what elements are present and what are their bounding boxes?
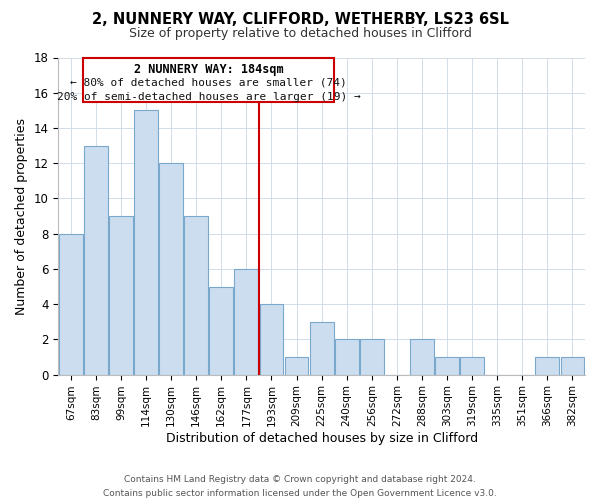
Bar <box>335 340 359 374</box>
Bar <box>360 340 384 374</box>
Bar <box>209 286 233 374</box>
Bar <box>535 357 559 374</box>
Text: 2 NUNNERY WAY: 184sqm: 2 NUNNERY WAY: 184sqm <box>134 63 284 76</box>
Bar <box>109 216 133 374</box>
Bar <box>284 357 308 374</box>
Text: 2, NUNNERY WAY, CLIFFORD, WETHERBY, LS23 6SL: 2, NUNNERY WAY, CLIFFORD, WETHERBY, LS23… <box>91 12 509 28</box>
Text: Contains HM Land Registry data © Crown copyright and database right 2024.
Contai: Contains HM Land Registry data © Crown c… <box>103 476 497 498</box>
Bar <box>435 357 459 374</box>
Bar <box>59 234 83 374</box>
FancyBboxPatch shape <box>83 58 334 102</box>
Bar <box>184 216 208 374</box>
Bar <box>560 357 584 374</box>
Text: Size of property relative to detached houses in Clifford: Size of property relative to detached ho… <box>128 28 472 40</box>
Bar <box>159 163 183 374</box>
Bar <box>134 110 158 374</box>
Text: ← 80% of detached houses are smaller (74): ← 80% of detached houses are smaller (74… <box>70 78 347 88</box>
Bar <box>310 322 334 374</box>
Bar <box>235 269 259 374</box>
Bar <box>84 146 108 374</box>
X-axis label: Distribution of detached houses by size in Clifford: Distribution of detached houses by size … <box>166 432 478 445</box>
Bar <box>260 304 283 374</box>
Bar <box>460 357 484 374</box>
Text: 20% of semi-detached houses are larger (19) →: 20% of semi-detached houses are larger (… <box>57 92 361 102</box>
Y-axis label: Number of detached properties: Number of detached properties <box>15 118 28 314</box>
Bar <box>410 340 434 374</box>
